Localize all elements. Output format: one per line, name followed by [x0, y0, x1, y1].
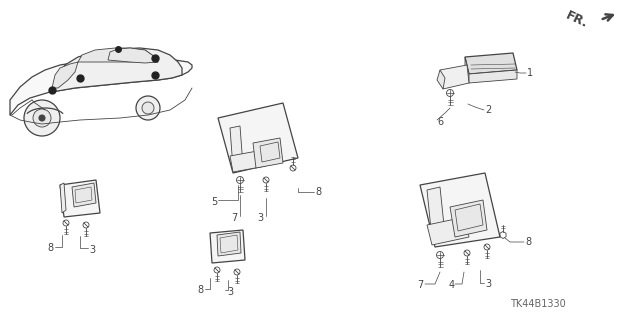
Text: 8: 8	[315, 187, 321, 197]
Circle shape	[136, 96, 160, 120]
Text: 8: 8	[525, 237, 531, 247]
Text: 8: 8	[197, 285, 203, 295]
Text: 7: 7	[231, 213, 237, 223]
Text: 2: 2	[485, 105, 491, 115]
Polygon shape	[427, 187, 445, 239]
Polygon shape	[437, 70, 445, 89]
Polygon shape	[450, 200, 487, 237]
Polygon shape	[10, 57, 192, 115]
Polygon shape	[230, 126, 243, 168]
Circle shape	[39, 115, 45, 121]
Text: 4: 4	[449, 280, 455, 290]
Polygon shape	[465, 57, 469, 83]
Polygon shape	[60, 183, 66, 213]
Text: 1: 1	[527, 68, 533, 78]
Polygon shape	[210, 230, 245, 263]
Circle shape	[33, 109, 51, 127]
Polygon shape	[108, 48, 158, 63]
Polygon shape	[218, 103, 298, 173]
Polygon shape	[420, 173, 500, 247]
Polygon shape	[427, 217, 469, 245]
Text: 3: 3	[89, 245, 95, 255]
Polygon shape	[253, 138, 283, 168]
Polygon shape	[52, 62, 78, 88]
Text: 8: 8	[47, 243, 53, 253]
Polygon shape	[230, 150, 266, 172]
Text: 3: 3	[485, 279, 491, 289]
Polygon shape	[60, 180, 100, 217]
Text: 7: 7	[417, 280, 423, 290]
Text: 3: 3	[257, 213, 263, 223]
Polygon shape	[217, 232, 241, 256]
Polygon shape	[465, 53, 517, 74]
Text: TK44B1330: TK44B1330	[510, 299, 566, 309]
Text: 6: 6	[437, 117, 443, 127]
Polygon shape	[440, 65, 469, 89]
Polygon shape	[469, 70, 517, 83]
Text: 3: 3	[227, 287, 233, 297]
Polygon shape	[78, 48, 158, 62]
Text: FR.: FR.	[564, 9, 590, 31]
Polygon shape	[72, 183, 96, 207]
Circle shape	[24, 100, 60, 136]
Circle shape	[142, 102, 154, 114]
Text: 5: 5	[211, 197, 217, 207]
Polygon shape	[52, 48, 182, 92]
